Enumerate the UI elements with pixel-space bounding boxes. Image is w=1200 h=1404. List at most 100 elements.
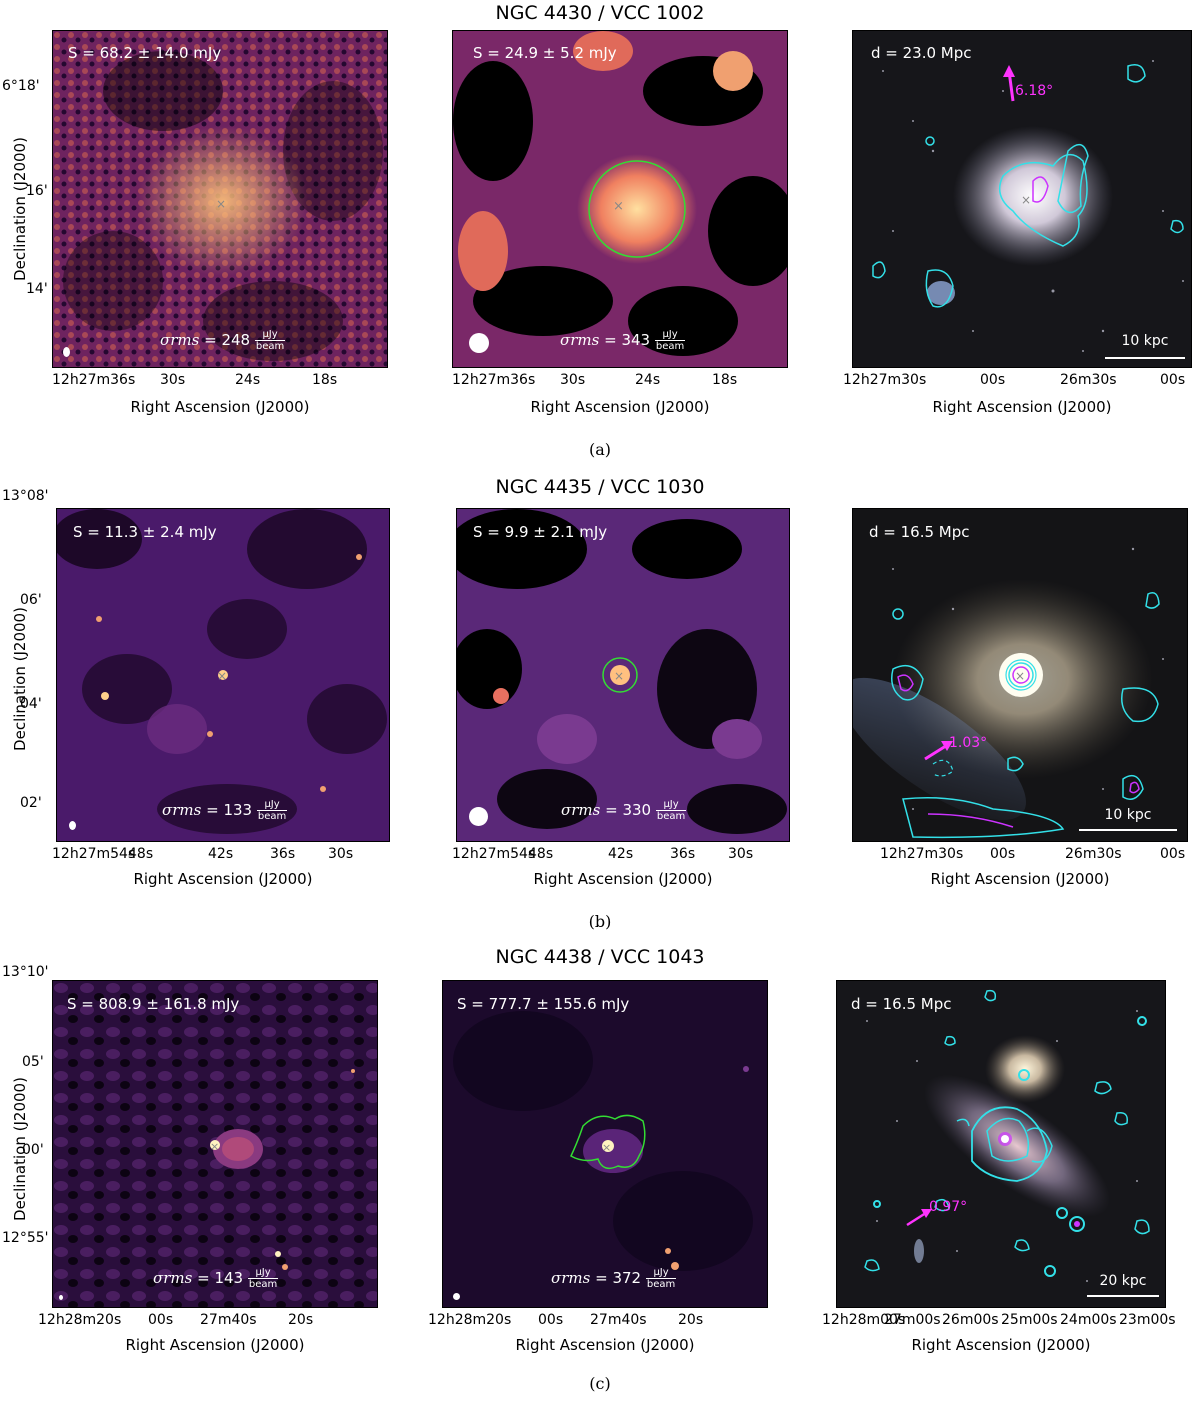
ra-tick: 25m00s	[1001, 1312, 1058, 1328]
ra-tick: 12h28m00s	[822, 1312, 906, 1328]
beam-circle	[469, 807, 488, 826]
rms-unit: μJy beam	[645, 1267, 677, 1290]
rms-symbol: σrms	[561, 801, 601, 819]
flux-label: S = 808.9 ± 161.8 mJy	[67, 995, 240, 1013]
radio-map-full-resolution: × S = 808.9 ± 161.8 mJy σrms = 143 μJy be…	[52, 980, 378, 1308]
rms-unit-num: μJy	[645, 1267, 677, 1279]
beam-circle	[453, 1293, 460, 1300]
ra-tick: 27m40s	[590, 1312, 647, 1328]
scale-bar-label: 20 kpc	[1099, 1273, 1147, 1289]
angle-label: 0.97°	[929, 1199, 968, 1215]
flux-region-circle	[588, 160, 686, 258]
optical-image-with-contours: d = 16.5 Mpc 0.97° 20 kpc	[836, 980, 1166, 1308]
dec-tick: 04'	[20, 696, 42, 712]
rms-unit: μJy beam	[247, 1267, 279, 1290]
radio-map-smoothed: × S = 9.9 ± 2.1 mJy σrms = 330 μJy beam	[456, 508, 790, 842]
ra-tick: 24s	[635, 372, 661, 388]
ra-tick: 26m30s	[1060, 372, 1117, 388]
ra-tick: 36s	[670, 846, 696, 862]
beam-ellipse	[59, 1295, 63, 1300]
ra-tick: 00s	[980, 372, 1006, 388]
rms-unit: μJy beam	[654, 329, 686, 352]
ra-tick: 27m40s	[200, 1312, 257, 1328]
rms-value: = 133	[206, 801, 253, 819]
flux-region-polygon	[570, 1114, 646, 1170]
rms-label: σrms = 372 μJy beam	[551, 1267, 677, 1290]
rms-unit-num: μJy	[254, 329, 286, 341]
rms-unit-den: beam	[255, 341, 285, 352]
distance-label: d = 23.0 Mpc	[871, 44, 972, 62]
dec-tick: 05'	[22, 1054, 44, 1070]
ra-tick: 30s	[160, 372, 186, 388]
rms-unit-den: beam	[655, 341, 685, 352]
rms-symbol: σrms	[560, 331, 600, 349]
ra-tick: 24m00s	[1060, 1312, 1117, 1328]
ra-tick: 24s	[235, 372, 261, 388]
radio-map-full-resolution: × S = 68.2 ± 14.0 mJy σrms = 248 μJy beam	[52, 30, 388, 368]
angle-label: 6.18°	[1015, 83, 1054, 99]
svg-text:×: ×	[217, 669, 227, 683]
x-axis-label: Right Ascension (J2000)	[930, 870, 1110, 888]
svg-text:×: ×	[210, 1140, 219, 1153]
x-axis-label: Right Ascension (J2000)	[125, 1336, 305, 1354]
svg-text:×: ×	[614, 669, 624, 683]
svg-text:×: ×	[216, 197, 226, 211]
radio-emission-image: ×	[453, 31, 787, 367]
ra-tick: 12h27m36s	[452, 372, 536, 388]
beam-ellipse	[69, 821, 76, 830]
radio-emission-image: ×	[457, 509, 789, 841]
dec-tick: 6°18'	[2, 78, 40, 94]
dec-tick: 12°55'	[2, 1230, 49, 1246]
rms-label: σrms = 248 μJy beam	[160, 329, 286, 352]
ra-tick: 27m00s	[884, 1312, 941, 1328]
scale-bar-label: 10 kpc	[1104, 807, 1152, 823]
flux-label: S = 68.2 ± 14.0 mJy	[68, 44, 222, 62]
ra-tick: 26m00s	[942, 1312, 999, 1328]
x-axis-label: Right Ascension (J2000)	[530, 398, 710, 416]
rms-unit-den: beam	[248, 1279, 278, 1290]
dec-tick: 06'	[20, 592, 42, 608]
optical-image: ×	[872, 60, 1184, 352]
x-axis-label: Right Ascension (J2000)	[911, 1336, 1091, 1354]
ra-tick: 18s	[312, 372, 338, 388]
radio-emission-image: ×	[443, 981, 767, 1307]
rms-value: = 372	[595, 1269, 642, 1287]
ra-tick: 12h28m20s	[38, 1312, 122, 1328]
dec-tick: 14'	[26, 281, 48, 297]
rms-value: = 330	[605, 801, 652, 819]
rms-unit: μJy beam	[256, 799, 288, 822]
beam-ellipse	[63, 347, 70, 357]
scale-bar	[1087, 1295, 1159, 1297]
flux-label: S = 777.7 ± 155.6 mJy	[457, 995, 630, 1013]
rms-unit-num: μJy	[654, 329, 686, 341]
radio-map-full-resolution: × S = 11.3 ± 2.4 mJy σrms = 133 μJy beam	[56, 508, 390, 842]
optical-image-with-contours: × d = 16.5 Mpc 1.03° 10 kpc	[852, 508, 1188, 842]
ra-tick: 48s	[528, 846, 554, 862]
optical-image	[864, 989, 1150, 1282]
radio-map-smoothed: × S = 24.9 ± 5.2 mJy σrms = 343 μJy beam	[452, 30, 788, 368]
ra-tick: 00s	[1160, 846, 1186, 862]
distance-label: d = 16.5 Mpc	[851, 995, 952, 1013]
ra-tick: 23m00s	[1119, 1312, 1176, 1328]
ra-tick: 12h27m30s	[880, 846, 964, 862]
row-title-a: NGC 4430 / VCC 1002	[495, 2, 705, 24]
flux-label: S = 9.9 ± 2.1 mJy	[473, 523, 608, 541]
svg-text:×: ×	[1015, 669, 1025, 683]
scale-bar	[1105, 357, 1185, 359]
svg-text:×: ×	[613, 199, 624, 214]
ra-tick: 00s	[990, 846, 1016, 862]
x-axis-label: Right Ascension (J2000)	[932, 398, 1112, 416]
ra-tick: 12h27m54s	[52, 846, 136, 862]
rms-unit-den: beam	[257, 811, 287, 822]
ra-tick: 36s	[270, 846, 296, 862]
rms-label: σrms = 133 μJy beam	[162, 799, 288, 822]
row-title-c: NGC 4438 / VCC 1043	[495, 946, 705, 968]
rms-symbol: σrms	[551, 1269, 591, 1287]
ra-tick: 00s	[1160, 372, 1186, 388]
optical-image-with-contours: × d = 23.0 Mpc 6.18° 10 kpc	[852, 30, 1192, 368]
rms-unit: μJy beam	[254, 329, 286, 352]
scale-bar	[1079, 829, 1177, 831]
figure-row-a: NGC 4430 / VCC 1002 Declination (J2000) …	[0, 0, 1200, 470]
rms-value: = 143	[197, 1269, 244, 1287]
ra-tick: 00s	[148, 1312, 174, 1328]
